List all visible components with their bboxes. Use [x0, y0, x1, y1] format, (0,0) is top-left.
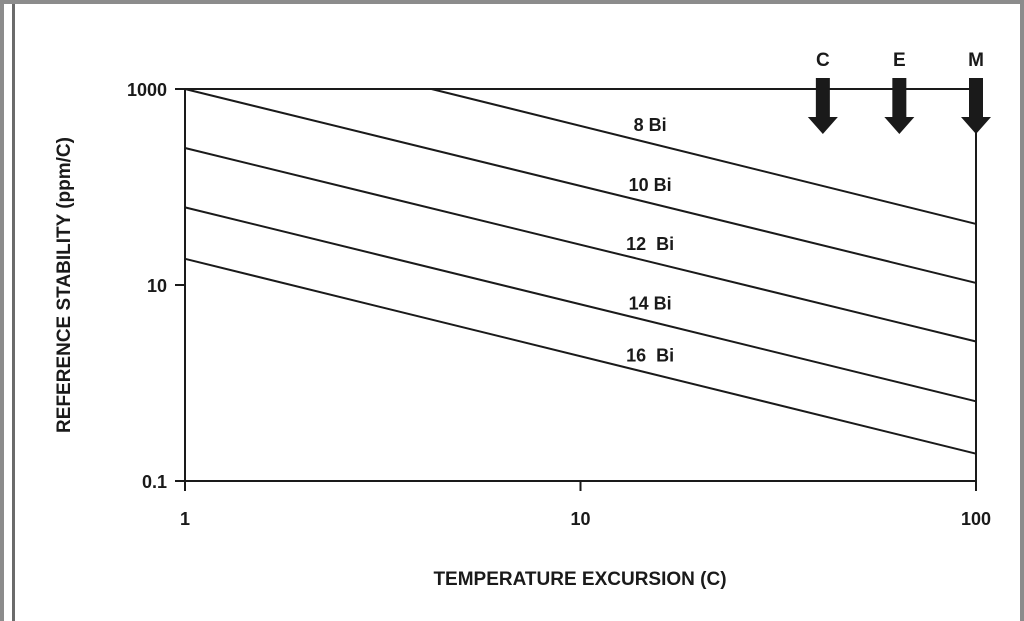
y-axis-label: REFERENCE STABILITY (ppm/C) [54, 137, 75, 433]
marker-arrow [961, 78, 991, 134]
series-line [184, 257, 977, 455]
series-line [184, 147, 977, 343]
x-tick-label: 100 [961, 509, 991, 529]
marker-arrow [807, 78, 838, 134]
marker-arrow [884, 78, 915, 134]
series-lines: 8 Bi 10 Bi 12 Bi 14 Bi 16 Bi [184, 88, 977, 455]
y-tick-label: 0.1 [142, 472, 167, 492]
y-tick-label: 1000 [127, 80, 167, 100]
marker-label: M [968, 50, 984, 71]
x-tick-label: 10 [570, 509, 590, 529]
x-axis-label: TEMPERATURE EXCURSION (C) [433, 569, 726, 590]
series-label: 16 Bi [626, 345, 674, 365]
series-line [184, 206, 977, 403]
series-line [184, 88, 977, 284]
series-line [431, 88, 977, 225]
plot-axes [184, 88, 977, 482]
series-label: 14 Bi [629, 293, 672, 313]
marker-label: C [816, 50, 830, 71]
axis-ticks: 1 10 100 0.1 10 1000 [127, 80, 991, 529]
series-label: 8 Bi [634, 115, 667, 135]
y-tick-label: 10 [147, 276, 167, 296]
series-label: 12 Bi [626, 234, 674, 254]
x-tick-label: 1 [180, 509, 190, 529]
left-border-line [12, 4, 15, 621]
series-label: 10 Bi [629, 175, 672, 195]
marker-label: E [893, 50, 906, 71]
